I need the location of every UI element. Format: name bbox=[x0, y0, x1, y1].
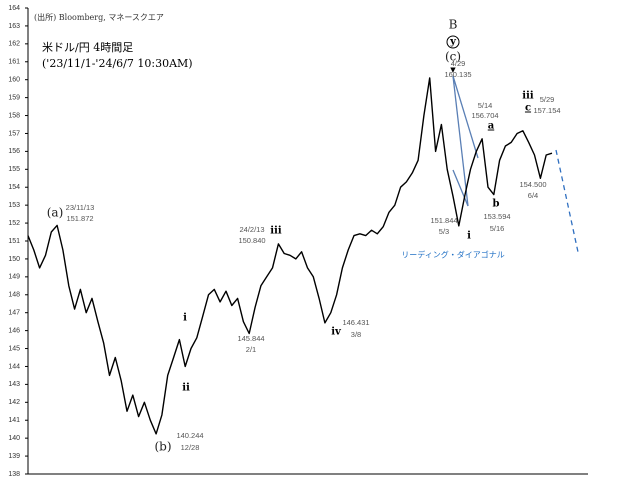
annotation: 5/14 bbox=[478, 101, 493, 110]
y-tick-label: 156 bbox=[8, 148, 20, 155]
y-tick-label: 143 bbox=[8, 381, 20, 388]
y-tick-label: 159 bbox=[8, 94, 20, 101]
annotation: リーディング・ダイアゴナル bbox=[401, 250, 504, 260]
annotation: (c) bbox=[445, 50, 461, 64]
annotation: 160.135 bbox=[444, 70, 471, 79]
annotation: b bbox=[493, 199, 500, 210]
y-tick-label: 138 bbox=[8, 471, 20, 478]
annotation: 156.704 bbox=[471, 111, 498, 120]
chart-subtitle: ('23/11/1-'24/6/7 10:30AM) bbox=[42, 57, 193, 70]
annotation: a bbox=[488, 121, 495, 132]
y-tick-label: 150 bbox=[8, 256, 20, 263]
annotation: 5/29 bbox=[540, 95, 555, 104]
annotation: 145.844 bbox=[237, 334, 264, 343]
annotation: (a) bbox=[47, 206, 64, 220]
annotation: ⅲ bbox=[270, 226, 282, 237]
annotation: 2/1 bbox=[246, 345, 256, 354]
y-tick-label: 147 bbox=[8, 310, 20, 317]
annotation: 6/4 bbox=[528, 191, 538, 200]
annotation: ⅳ bbox=[331, 327, 341, 338]
annotation: y bbox=[449, 37, 457, 48]
y-tick-label: 152 bbox=[8, 220, 20, 227]
leading-diagonal bbox=[452, 75, 479, 207]
annotation: ⅱ bbox=[182, 383, 190, 394]
annotation: (b) bbox=[154, 440, 171, 454]
y-tick-label: 145 bbox=[8, 345, 20, 352]
annotation: 5/16 bbox=[490, 224, 505, 233]
y-tick-label: 160 bbox=[8, 77, 20, 84]
annotation: 23/11/13 bbox=[66, 203, 95, 212]
annotation: 5/3 bbox=[439, 227, 449, 236]
peak-marker: ▼ bbox=[450, 66, 456, 74]
annotation: 24/2/13 bbox=[239, 225, 264, 234]
y-tick-label: 154 bbox=[8, 184, 20, 191]
annotation: 157.154 bbox=[533, 106, 560, 115]
y-tick-label: 155 bbox=[8, 166, 20, 173]
y-tick-label: 164 bbox=[8, 5, 20, 12]
annotation: 151.844 bbox=[430, 216, 457, 225]
y-tick-label: 139 bbox=[8, 453, 20, 460]
y-tick-label: 146 bbox=[8, 327, 20, 334]
y-tick-label: 151 bbox=[8, 238, 20, 245]
y-tick-label: 141 bbox=[8, 417, 20, 424]
annotation: ⅲ bbox=[522, 91, 534, 102]
wave-circle bbox=[446, 35, 460, 49]
y-tick-label: 161 bbox=[8, 59, 20, 66]
y-tick-label: 163 bbox=[8, 23, 20, 30]
y-tick-label: 158 bbox=[8, 112, 20, 119]
annotation: i bbox=[467, 231, 471, 242]
annotation: 150.840 bbox=[238, 236, 265, 245]
annotation: 3/8 bbox=[351, 330, 361, 339]
annotation: 146.431 bbox=[342, 318, 369, 327]
annotation: i bbox=[183, 313, 187, 324]
annotation: 12/28 bbox=[181, 443, 200, 452]
y-tick-label: 148 bbox=[8, 292, 20, 299]
projection bbox=[555, 149, 579, 253]
y-tick-label: 149 bbox=[8, 274, 20, 281]
y-tick-label: 157 bbox=[8, 130, 20, 137]
y-tick-label: 140 bbox=[8, 435, 20, 442]
price-line bbox=[27, 77, 553, 435]
annotation: 4/29 bbox=[451, 59, 466, 68]
annotation: B bbox=[449, 18, 458, 32]
annotation: 154.500 bbox=[519, 180, 546, 189]
y-tick-label: 142 bbox=[8, 399, 20, 406]
chart-title: 米ドル/円 4時間足 bbox=[42, 41, 133, 54]
y-tick-label: 162 bbox=[8, 41, 20, 48]
annotation: 151.872 bbox=[66, 214, 93, 223]
source: (出所) Bloomberg, マネースクエア bbox=[34, 12, 164, 22]
annotation: 140.244 bbox=[176, 431, 203, 440]
y-tick-label: 153 bbox=[8, 202, 20, 209]
annotation: 153.594 bbox=[483, 212, 510, 221]
annotation: c bbox=[525, 103, 531, 114]
y-tick-label: 144 bbox=[8, 363, 20, 370]
